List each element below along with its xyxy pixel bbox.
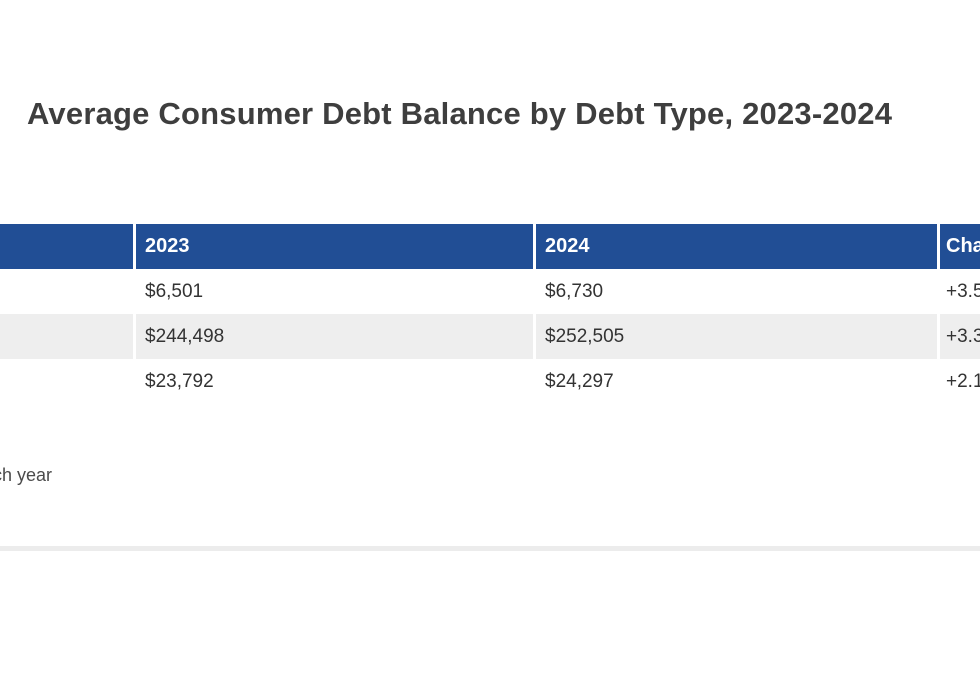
- row-label-cell: [0, 359, 133, 404]
- value-2023-cell: $6,501: [133, 269, 533, 314]
- value-2023-cell: $23,792: [133, 359, 533, 404]
- page-title: Average Consumer Debt Balance by Debt Ty…: [27, 96, 893, 131]
- change-cell: +2.1%: [937, 359, 980, 404]
- value-2024-cell: $6,730: [533, 269, 937, 314]
- table-header-row: 2023 2024 Change: [0, 224, 980, 269]
- header-cell-change: Change: [937, 224, 980, 269]
- source-footnote-fragment: ch year: [0, 465, 53, 485]
- value-2024-cell: $252,505: [533, 314, 937, 359]
- value-2024-cell: $24,297: [533, 359, 937, 404]
- section-divider: [0, 546, 980, 551]
- table-row: $6,501 $6,730 +3.5%: [0, 269, 980, 314]
- table-row: $23,792 $24,297 +2.1%: [0, 359, 980, 404]
- header-cell-debt-type: [0, 224, 133, 269]
- table-row: $244,498 $252,505 +3.3%: [0, 314, 980, 359]
- value-2023-cell: $244,498: [133, 314, 533, 359]
- debt-balance-table: 2023 2024 Change $6,501 $6,730 +3.5% $24…: [0, 224, 980, 404]
- header-cell-2023: 2023: [133, 224, 533, 269]
- header-cell-2024: 2024: [533, 224, 937, 269]
- row-label-cell: [0, 314, 133, 359]
- change-cell: +3.5%: [937, 269, 980, 314]
- row-label-cell: [0, 269, 133, 314]
- change-cell: +3.3%: [937, 314, 980, 359]
